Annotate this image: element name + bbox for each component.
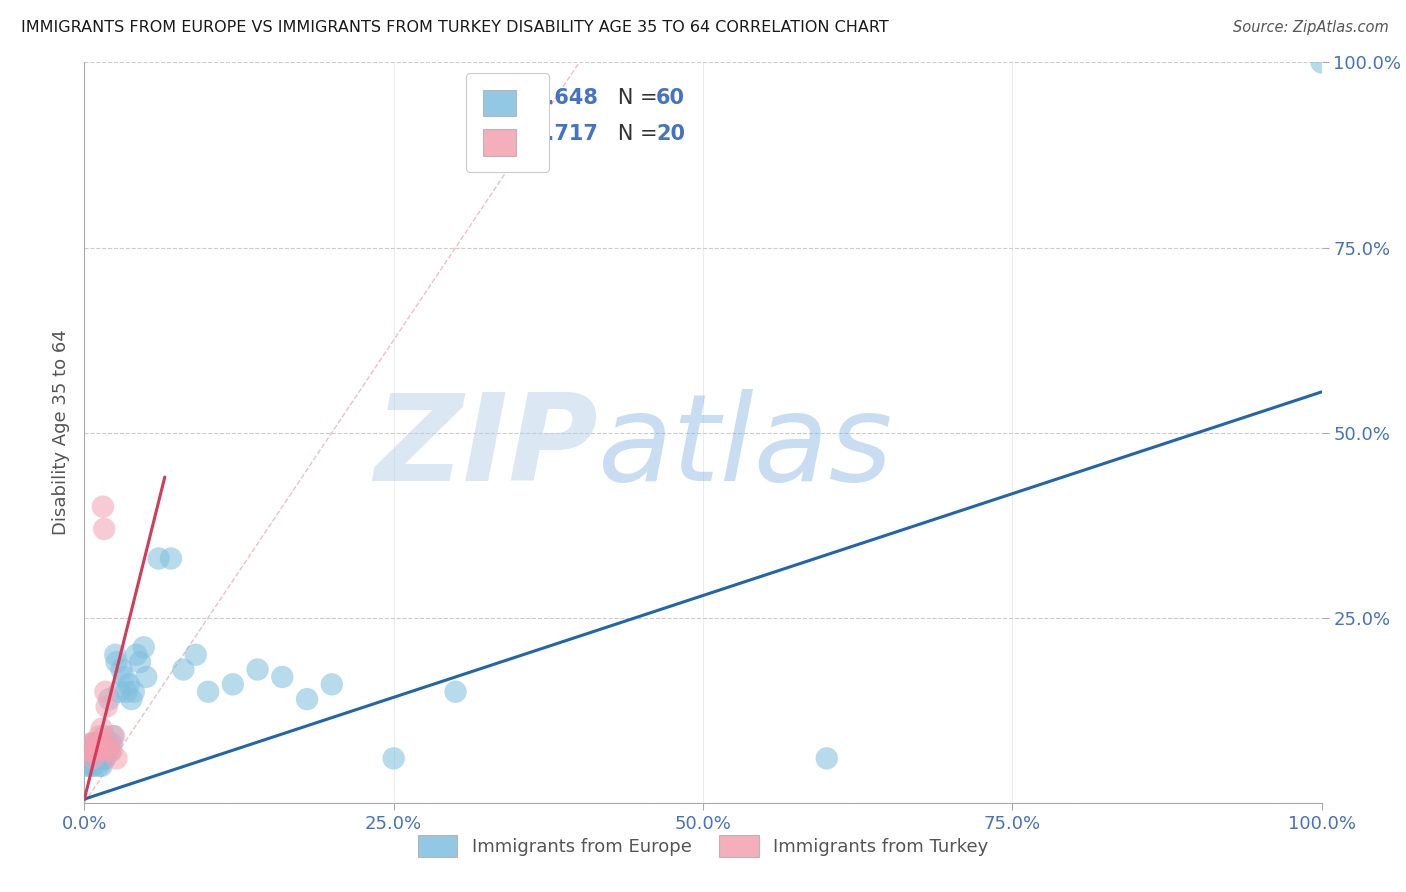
Point <box>1310 55 1333 70</box>
Point <box>105 751 128 765</box>
Point <box>105 655 128 669</box>
Text: R =: R = <box>484 88 529 108</box>
Point <box>94 751 117 765</box>
Point <box>79 744 101 758</box>
Point <box>87 744 110 758</box>
Text: 0.717: 0.717 <box>533 124 598 145</box>
Point <box>115 685 138 699</box>
Point <box>112 670 135 684</box>
Text: ZIP: ZIP <box>374 389 598 506</box>
Point <box>76 758 98 772</box>
Point <box>132 640 155 655</box>
Text: R =: R = <box>484 124 529 145</box>
Point <box>80 758 103 772</box>
Point <box>100 744 122 758</box>
Point <box>91 500 114 514</box>
Point <box>83 758 105 772</box>
Y-axis label: Disability Age 35 to 64: Disability Age 35 to 64 <box>52 330 70 535</box>
Point <box>271 670 294 684</box>
Point <box>98 692 121 706</box>
Point <box>86 737 108 751</box>
Point <box>135 670 157 684</box>
Point <box>79 737 101 751</box>
Point <box>815 751 838 765</box>
Text: IMMIGRANTS FROM EUROPE VS IMMIGRANTS FROM TURKEY DISABILITY AGE 35 TO 64 CORRELA: IMMIGRANTS FROM EUROPE VS IMMIGRANTS FRO… <box>21 20 889 35</box>
Point <box>295 692 318 706</box>
Point <box>97 744 120 758</box>
Point <box>80 737 103 751</box>
Point <box>246 663 269 677</box>
Point <box>148 551 170 566</box>
Point <box>444 685 467 699</box>
Point <box>84 744 107 758</box>
Point <box>93 729 115 743</box>
Point <box>89 758 111 772</box>
Point <box>91 744 114 758</box>
Text: 60: 60 <box>657 88 685 108</box>
Point <box>91 737 114 751</box>
Point <box>104 648 127 662</box>
Point <box>84 751 107 765</box>
Point <box>89 737 111 751</box>
Point <box>87 744 110 758</box>
Point <box>93 522 115 536</box>
Point <box>77 751 100 765</box>
Point <box>97 737 120 751</box>
Point <box>197 685 219 699</box>
Point <box>321 677 343 691</box>
Point <box>108 685 131 699</box>
Legend: Immigrants from Europe, Immigrants from Turkey: Immigrants from Europe, Immigrants from … <box>411 828 995 864</box>
Point <box>96 699 118 714</box>
Point <box>382 751 405 765</box>
Point <box>83 737 105 751</box>
Text: N =: N = <box>598 88 664 108</box>
Point <box>98 737 121 751</box>
Point <box>83 744 105 758</box>
Point <box>110 663 132 677</box>
Point <box>129 655 152 669</box>
Point <box>90 722 112 736</box>
Point <box>100 737 122 751</box>
Point <box>96 744 118 758</box>
Point <box>79 758 101 772</box>
Point <box>122 685 145 699</box>
Point <box>80 744 103 758</box>
Point <box>87 751 110 765</box>
Point <box>184 648 207 662</box>
Point <box>118 677 141 691</box>
Text: 0.648: 0.648 <box>533 88 598 108</box>
Point <box>90 758 112 772</box>
Point <box>93 751 115 765</box>
Point <box>101 729 124 743</box>
Text: atlas: atlas <box>598 389 893 506</box>
Point <box>82 744 104 758</box>
Point <box>77 744 100 758</box>
Point <box>160 551 183 566</box>
Point <box>84 737 107 751</box>
Point <box>222 677 245 691</box>
Point <box>82 751 104 765</box>
Point <box>89 751 111 765</box>
Text: Source: ZipAtlas.com: Source: ZipAtlas.com <box>1233 20 1389 35</box>
Point <box>82 751 104 765</box>
Point <box>89 737 111 751</box>
Point <box>125 648 148 662</box>
Point <box>89 744 111 758</box>
Point <box>120 692 142 706</box>
Point <box>103 729 125 743</box>
Point <box>89 729 111 743</box>
Point <box>94 685 117 699</box>
Text: N =: N = <box>598 124 664 145</box>
Point <box>79 751 101 765</box>
Text: 20: 20 <box>657 124 685 145</box>
Point <box>86 744 108 758</box>
Point <box>86 751 108 765</box>
Point <box>98 744 121 758</box>
Point <box>172 663 194 677</box>
